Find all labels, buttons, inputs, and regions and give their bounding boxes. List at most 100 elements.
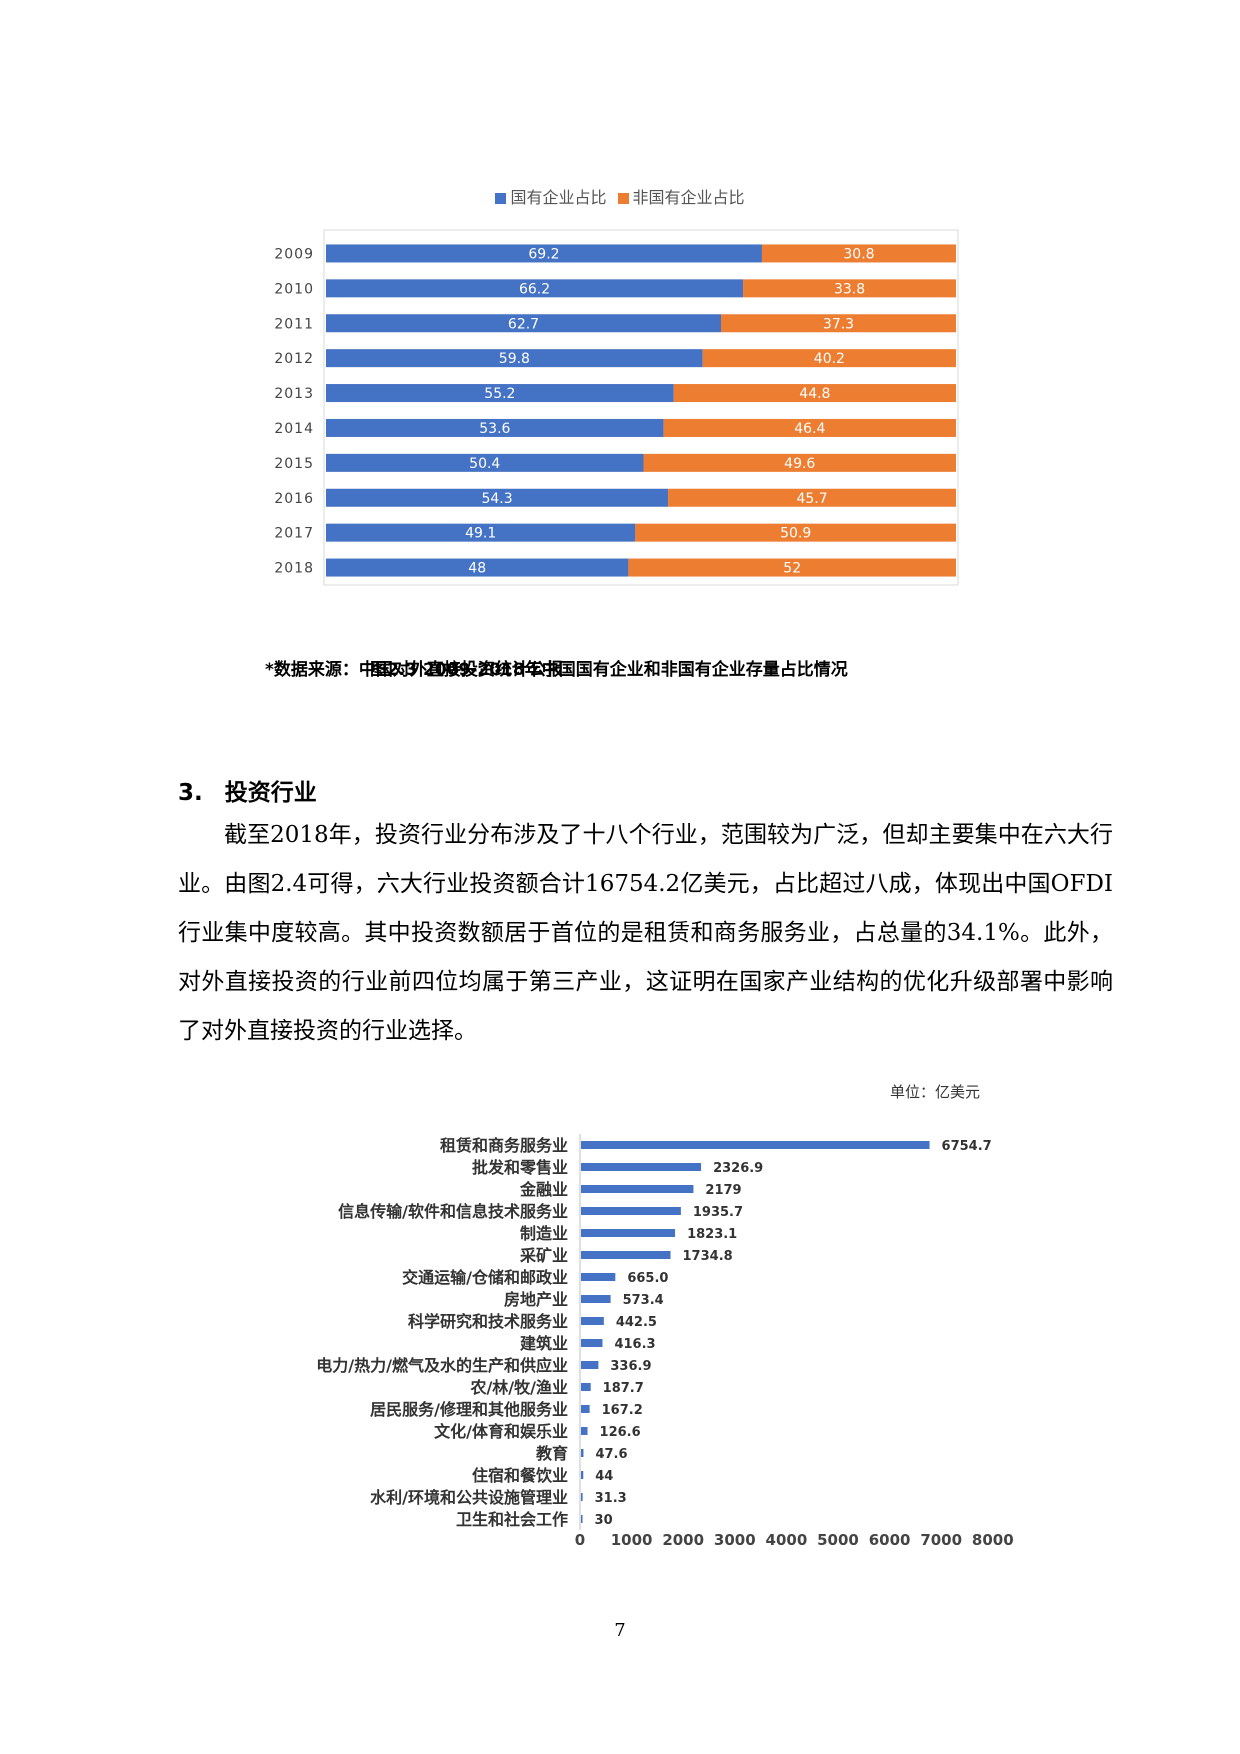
- data-label: 442.5: [616, 1315, 657, 1330]
- data-label: 1935.7: [693, 1205, 743, 1220]
- data-label-soe: 54.3: [481, 491, 512, 507]
- data-label: 187.7: [603, 1381, 644, 1396]
- y-tick-label: 2012: [274, 351, 314, 367]
- data-label: 31.3: [595, 1491, 627, 1506]
- bar-soe: [326, 349, 703, 368]
- bar-soe: [326, 418, 664, 437]
- data-label: 44: [595, 1469, 613, 1484]
- data-label-nonsoe: 30.8: [843, 246, 874, 262]
- x-tick-label: 6000: [869, 1531, 911, 1549]
- x-tick-label: 7000: [920, 1531, 962, 1549]
- category-label: 建筑业: [520, 1334, 568, 1353]
- bar-soe: [326, 279, 744, 298]
- data-label-nonsoe: 40.2: [814, 351, 845, 367]
- bar-soe: [326, 523, 636, 542]
- x-tick-label: 3000: [714, 1531, 756, 1549]
- industry-bar: [581, 1471, 584, 1479]
- bar-soe: [326, 453, 644, 472]
- section-number: 3.: [178, 780, 203, 806]
- plot-area: [323, 229, 959, 586]
- source-note: *数据来源：中国对外直接投资统计公报: [265, 660, 563, 680]
- chart1-legend: 国有企业占比 非国有企业占比: [0, 184, 1240, 208]
- bar-nonsoe: [743, 279, 956, 298]
- industry-bar: [581, 1185, 694, 1193]
- data-label-nonsoe: 50.9: [780, 526, 811, 542]
- industry-bar: [581, 1141, 930, 1149]
- x-tick-label: 2000: [662, 1531, 704, 1549]
- data-label: 665.0: [627, 1271, 668, 1286]
- industry-bar: [581, 1383, 591, 1391]
- bar-nonsoe: [761, 244, 956, 263]
- data-label: 126.6: [600, 1425, 641, 1440]
- chart2-unit-label: 单位：亿美元: [890, 1083, 981, 1101]
- data-label: 573.4: [623, 1293, 664, 1308]
- x-tick-label: 5000: [817, 1531, 859, 1549]
- data-label: 1734.8: [683, 1249, 733, 1264]
- data-label: 6754.7: [942, 1139, 992, 1154]
- body-paragraph: 截至2018年，投资行业分布涉及了十八个行业，范围较为广泛，但却主要集中在六大行…: [178, 822, 1113, 1044]
- category-label: 房地产业: [504, 1290, 568, 1309]
- bar-soe: [326, 314, 722, 333]
- data-label-nonsoe: 52: [783, 561, 801, 577]
- category-label: 批发和零售业: [472, 1158, 568, 1177]
- bar-nonsoe: [673, 384, 956, 403]
- x-tick-label: 1000: [611, 1531, 653, 1549]
- y-tick-label: 2015: [274, 456, 314, 472]
- data-label-nonsoe: 44.8: [799, 386, 830, 402]
- data-label-nonsoe: 33.8: [834, 281, 865, 297]
- data-label-nonsoe: 45.7: [796, 491, 827, 507]
- category-label: 文化/体育和娱乐业: [434, 1422, 568, 1441]
- legend-label-soe: 国有企业占比: [510, 188, 607, 207]
- section-title: 投资行业: [224, 780, 317, 806]
- legend-swatch-nonsoe: [617, 193, 629, 204]
- industry-bar: [581, 1427, 588, 1435]
- legend-label-nonsoe: 非国有企业占比: [632, 188, 745, 207]
- data-label: 47.6: [595, 1447, 627, 1462]
- industry-bar: [581, 1295, 611, 1303]
- category-label: 农/林/牧/渔业: [469, 1378, 568, 1397]
- data-label-soe: 53.6: [479, 421, 510, 437]
- category-label: 住宿和餐饮业: [472, 1466, 568, 1485]
- data-label-soe: 49.1: [465, 526, 496, 542]
- category-label: 采矿业: [519, 1246, 568, 1265]
- y-tick-label: 2017: [274, 526, 314, 542]
- y-tick-label: 2018: [274, 561, 314, 577]
- industry-bar: [581, 1361, 599, 1369]
- data-label-soe: 48: [468, 561, 486, 577]
- category-label: 金融业: [519, 1180, 568, 1199]
- data-label-soe: 50.4: [469, 456, 500, 472]
- category-label: 交通运输/仓储和邮政业: [402, 1268, 568, 1287]
- category-label: 卫生和社会工作: [456, 1510, 568, 1529]
- data-label-soe: 62.7: [508, 316, 539, 332]
- bar-nonsoe: [663, 418, 956, 437]
- data-label-soe: 55.2: [484, 386, 515, 402]
- data-label-soe: 69.2: [528, 246, 559, 262]
- data-label: 30: [595, 1513, 613, 1528]
- industry-bar: [581, 1229, 676, 1237]
- stacked-bar-chart: 2009 69.2 30.8 2010 66.2 33.8 2011 62.7 37.3 2012…: [274, 229, 959, 586]
- figure-caption: 图2.3 2009-2018年中国国有企业和非国有企业存量占比情况: [370, 660, 848, 680]
- x-tick-label: 0: [575, 1531, 585, 1549]
- legend-swatch-soe: [495, 193, 507, 204]
- industry-bar: [581, 1339, 603, 1347]
- y-tick-label: 2011: [274, 316, 314, 332]
- data-label-soe: 59.8: [499, 351, 530, 367]
- data-label: 2326.9: [713, 1161, 763, 1176]
- y-tick-label: 2016: [274, 491, 314, 507]
- category-label: 租赁和商务服务业: [440, 1136, 568, 1155]
- legend-item-nonsoe: 非国有企业占比: [617, 188, 745, 207]
- y-tick-label: 2013: [274, 386, 314, 402]
- x-tick-label: 8000: [972, 1531, 1014, 1549]
- data-label-nonsoe: 49.6: [784, 456, 815, 472]
- industry-bar: [581, 1207, 681, 1215]
- data-label: 336.9: [610, 1359, 651, 1374]
- data-label-nonsoe: 46.4: [794, 421, 825, 437]
- bar-nonsoe: [643, 453, 956, 472]
- bar-soe: [326, 558, 629, 577]
- industry-bar: [581, 1251, 671, 1259]
- industry-bar: [581, 1163, 702, 1171]
- category-label: 科学研究和技术服务业: [408, 1312, 568, 1331]
- industry-bar: [581, 1493, 583, 1501]
- bar-nonsoe: [702, 349, 956, 368]
- data-label: 2179: [705, 1183, 741, 1198]
